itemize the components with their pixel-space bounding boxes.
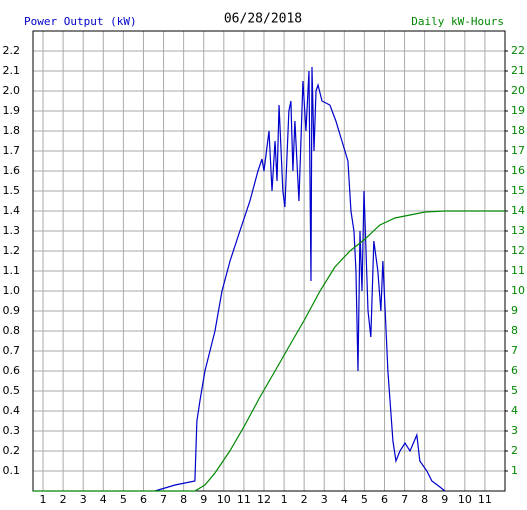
x-tick-label: 7 (401, 493, 408, 506)
y2-tick-label: 10 (511, 284, 525, 297)
y-tick-label: 1.7 (3, 144, 21, 157)
x-tick-label: 8 (180, 493, 187, 506)
y2-tick-label: 13 (511, 224, 525, 237)
x-tick-label: 1 (40, 493, 47, 506)
y2-tick-label: 19 (511, 104, 525, 117)
y-tick-label: 1.3 (3, 224, 21, 237)
y-tick-label: 0.4 (3, 404, 21, 417)
y-tick-label: 0.1 (3, 464, 21, 477)
y-tick-label: 2.0 (3, 84, 21, 97)
x-tick-label: 4 (341, 493, 348, 506)
y-tick-label: 1.1 (3, 264, 21, 277)
y2-tick-label: 14 (511, 204, 525, 217)
series-line (154, 66, 446, 492)
y2-tick-label: 17 (511, 144, 525, 157)
y2-tick-label: 4 (511, 404, 518, 417)
y2-tick-label: 9 (511, 304, 518, 317)
y-tick-label: 0.6 (3, 364, 21, 377)
y2-tick-label: 16 (511, 164, 525, 177)
x-tick-label: 11 (478, 493, 492, 506)
x-tick-label: 6 (140, 493, 147, 506)
y-tick-label: 1.0 (3, 284, 21, 297)
chart-title: 06/28/2018 (224, 12, 302, 27)
y2-tick-label: 18 (511, 124, 525, 137)
x-tick-label: 2 (60, 493, 67, 506)
y2-tick-label: 22 (511, 44, 525, 57)
x-tick-label: 12 (257, 493, 271, 506)
y2-tick-label: 8 (511, 324, 518, 337)
y2-tick-label: 2 (511, 444, 518, 457)
x-tick-label: 8 (421, 493, 428, 506)
x-tick-label: 6 (381, 493, 388, 506)
x-tick-label: 10 (217, 493, 231, 506)
x-tick-label: 9 (441, 493, 448, 506)
y2-tick-label: 1 (511, 464, 518, 477)
x-tick-label: 5 (361, 493, 368, 506)
x-tick-label: 10 (458, 493, 472, 506)
x-tick-label: 4 (100, 493, 107, 506)
y-tick-label: 1.9 (3, 104, 21, 117)
y2-tick-label: 3 (511, 424, 518, 437)
y-tick-label: 1.8 (3, 124, 21, 137)
x-tick-label: 3 (321, 493, 328, 506)
y-axis-label: Power Output (kW) (24, 15, 137, 28)
y2-tick-label: 12 (511, 244, 525, 257)
y2-tick-label: 21 (511, 64, 525, 77)
y-tick-label: 0.8 (3, 324, 21, 337)
y-tick-label: 2.2 (3, 44, 21, 57)
y-tick-label: 1.2 (3, 244, 21, 257)
y-tick-label: 0.3 (3, 424, 21, 437)
y-tick-label: 0.2 (3, 444, 21, 457)
series-line (33, 210, 505, 492)
x-tick-label: 9 (200, 493, 207, 506)
y2-tick-label: 11 (511, 264, 525, 277)
plot-border (32, 30, 506, 492)
y2-tick-label: 7 (511, 344, 518, 357)
y2-axis-label: Daily kW-Hours (411, 15, 504, 28)
y-tick-label: 0.7 (3, 344, 21, 357)
y-tick-label: 0.9 (3, 304, 21, 317)
x-tick-label: 11 (237, 493, 251, 506)
y2-tick-label: 6 (511, 364, 518, 377)
plot-frame (32, 30, 506, 492)
y-tick-label: 2.1 (3, 64, 21, 77)
x-tick-label: 5 (120, 493, 127, 506)
y2-tick-label: 15 (511, 184, 525, 197)
x-tick-label: 1 (281, 493, 288, 506)
x-tick-label: 7 (160, 493, 167, 506)
y-tick-label: 1.6 (3, 164, 21, 177)
y-tick-label: 0.5 (3, 384, 21, 397)
y2-tick-label: 5 (511, 384, 518, 397)
y2-tick-label: 20 (511, 84, 525, 97)
y-tick-label: 1.5 (3, 184, 21, 197)
x-tick-label: 3 (80, 493, 87, 506)
x-tick-label: 2 (301, 493, 308, 506)
y-tick-label: 1.4 (3, 204, 21, 217)
